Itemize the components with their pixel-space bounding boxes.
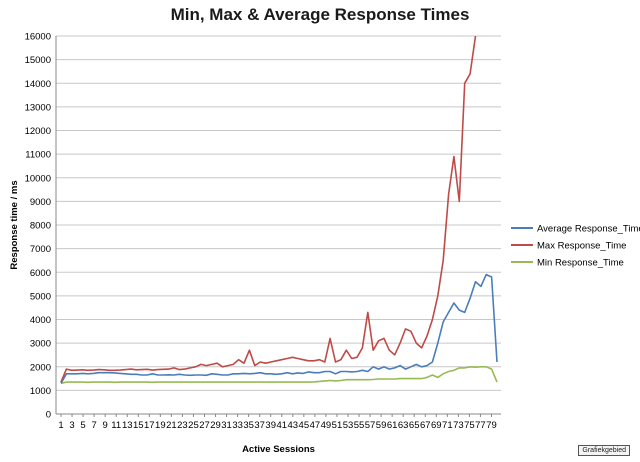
y-tick-label: 14000: [25, 79, 51, 90]
y-tick-label: 13000: [25, 102, 51, 113]
x-tick-label: 59: [376, 420, 387, 431]
x-tick-label: 71: [442, 420, 453, 431]
y-tick-label: 6000: [30, 268, 51, 279]
y-tick-label: 9000: [30, 197, 51, 208]
legend-label: Max Response_Time: [537, 241, 626, 252]
x-tick-label: 5: [80, 420, 85, 431]
x-tick-label: 3: [69, 420, 74, 431]
x-tick-label: 25: [188, 420, 199, 431]
x-tick-label: 23: [177, 420, 188, 431]
x-tick-label: 75: [464, 420, 475, 431]
y-tick-label: 3000: [30, 339, 51, 350]
x-tick-label: 47: [310, 420, 321, 431]
x-tick-label: 55: [354, 420, 365, 431]
chart-area-badge[interactable]: Grafiekgebied: [578, 445, 630, 456]
series-line-average-response-time: [60, 273, 498, 384]
y-tick-label: 10000: [25, 173, 51, 184]
x-tick-label: 39: [265, 420, 276, 431]
x-tick-label: 49: [321, 420, 332, 431]
series-line-max-response-time: [60, 36, 477, 383]
x-tick-label: 33: [232, 420, 243, 431]
x-tick-label: 17: [144, 420, 155, 431]
x-tick-label: 1: [58, 420, 63, 431]
legend-label: Min Response_Time: [537, 258, 624, 269]
x-tick-label: 61: [387, 420, 398, 431]
x-tick-label: 27: [199, 420, 210, 431]
y-tick-label: 0: [46, 410, 51, 421]
y-tick-label: 12000: [25, 126, 51, 137]
y-tick-label: 5000: [30, 291, 51, 302]
x-tick-label: 13: [122, 420, 133, 431]
x-tick-label: 7: [91, 420, 96, 431]
x-tick-label: 51: [332, 420, 343, 431]
y-tick-label: 4000: [30, 315, 51, 326]
x-tick-label: 21: [166, 420, 177, 431]
x-tick-label: 35: [243, 420, 254, 431]
x-tick-label: 53: [343, 420, 354, 431]
y-tick-label: 11000: [25, 150, 51, 161]
y-tick-label: 15000: [25, 55, 51, 66]
y-tick-label: 16000: [25, 32, 51, 43]
x-tick-label: 37: [254, 420, 265, 431]
chart-title: Min, Max & Average Response Times: [170, 5, 470, 24]
y-axis-title: Response time / ms: [9, 180, 20, 269]
x-tick-label: 77: [475, 420, 486, 431]
y-tick-label: 1000: [30, 386, 51, 397]
x-tick-label: 15: [133, 420, 144, 431]
x-tick-label: 79: [486, 420, 497, 431]
series-line-min-response-time: [60, 365, 498, 385]
x-tick-label: 67: [420, 420, 431, 431]
x-axis-title: Active Sessions: [242, 444, 315, 455]
x-tick-label: 11: [111, 420, 121, 431]
x-tick-label: 65: [409, 420, 420, 431]
x-tick-label: 43: [288, 420, 299, 431]
x-tick-label: 31: [221, 420, 232, 431]
y-tick-label: 2000: [30, 362, 51, 373]
x-tick-label: 41: [276, 420, 287, 431]
x-tick-label: 57: [365, 420, 376, 431]
x-tick-label: 63: [398, 420, 409, 431]
x-tick-label: 29: [210, 420, 221, 431]
x-tick-label: 45: [299, 420, 310, 431]
x-tick-label: 69: [431, 420, 442, 431]
y-tick-label: 8000: [30, 221, 51, 232]
x-tick-label: 73: [453, 420, 464, 431]
x-tick-label: 9: [103, 420, 108, 431]
x-tick-label: 19: [155, 420, 166, 431]
y-tick-label: 7000: [30, 244, 51, 255]
legend-label: Average Response_Time: [537, 224, 640, 235]
